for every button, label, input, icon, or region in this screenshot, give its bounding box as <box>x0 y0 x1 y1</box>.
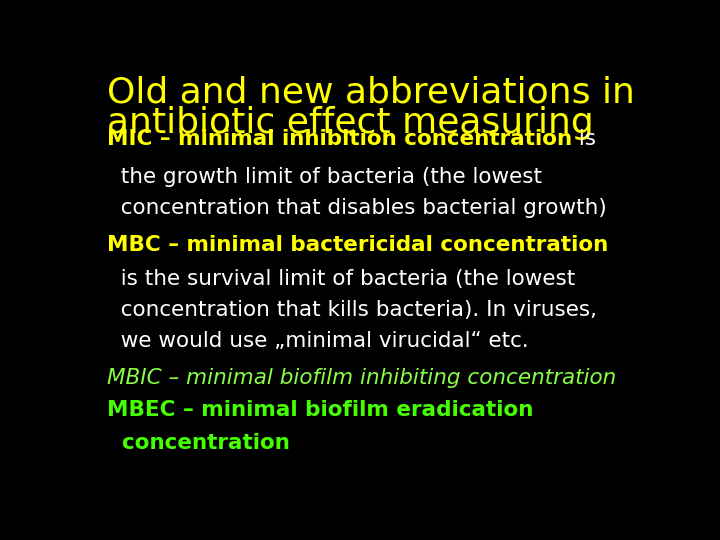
Text: concentration that kills bacteria). In viruses,: concentration that kills bacteria). In v… <box>107 300 597 320</box>
Text: is the survival limit of bacteria (the lowest: is the survival limit of bacteria (the l… <box>107 268 575 288</box>
Text: Old and new abbreviations in: Old and new abbreviations in <box>107 75 634 109</box>
Text: MIC – minimal inhibition concentration: MIC – minimal inhibition concentration <box>107 129 572 149</box>
Text: MBC – minimal bactericidal concentration: MBC – minimal bactericidal concentration <box>107 235 608 255</box>
Text: MBIC – minimal biofilm inhibiting concentration: MBIC – minimal biofilm inhibiting concen… <box>107 368 616 388</box>
Text: MBEC – minimal biofilm eradication: MBEC – minimal biofilm eradication <box>107 400 533 420</box>
Text: concentration that disables bacterial growth): concentration that disables bacterial gr… <box>107 198 606 218</box>
Text: concentration: concentration <box>107 433 289 453</box>
Text: antibiotic effect measuring: antibiotic effect measuring <box>107 106 593 140</box>
Text: the growth limit of bacteria (the lowest: the growth limit of bacteria (the lowest <box>107 167 541 187</box>
Text: we would use „minimal virucidal“ etc.: we would use „minimal virucidal“ etc. <box>107 331 528 351</box>
Text: is: is <box>572 129 596 149</box>
